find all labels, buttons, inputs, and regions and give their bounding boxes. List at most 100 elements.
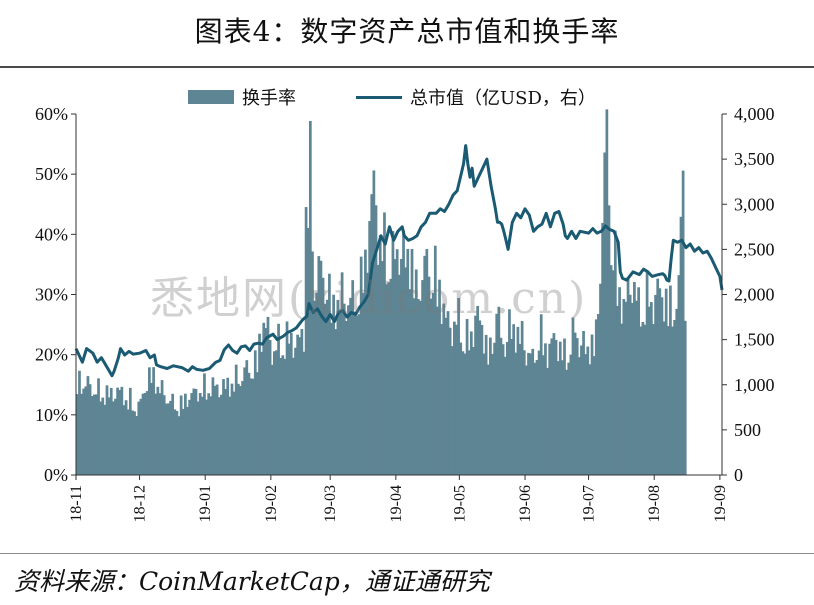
turnover-bar: [253, 350, 257, 475]
turnover-bar: [679, 216, 683, 475]
turnover-bar: [385, 284, 388, 475]
turnover-bar: [241, 381, 244, 475]
turnover-bar: [321, 277, 325, 475]
turnover-bar: [664, 288, 668, 475]
turnover-bar: [531, 348, 535, 475]
turnover-bar: [419, 300, 422, 475]
turnover-bar: [323, 303, 327, 475]
turnover-bar: [461, 351, 465, 475]
turnover-bar: [112, 401, 115, 475]
turnover-bar: [283, 358, 287, 475]
turnover-bar: [601, 222, 604, 475]
turnover-bar: [541, 355, 545, 475]
turnover-bar: [139, 398, 143, 475]
turnover-bar: [222, 379, 225, 475]
turnover-bar: [164, 403, 168, 475]
turnover-bar: [376, 264, 380, 475]
turnover-bar: [260, 351, 263, 475]
turnover-bar: [194, 389, 198, 475]
turnover-bar: [633, 281, 636, 475]
turnover-bar: [605, 109, 609, 475]
title-rule: [0, 66, 814, 68]
turnover-bar: [455, 324, 458, 475]
turnover-bar: [226, 377, 230, 475]
turnover-bar: [622, 299, 626, 475]
turnover-bar: [122, 405, 126, 475]
turnover-bar: [389, 278, 393, 475]
turnover-bar: [171, 393, 175, 475]
turnover-bar: [643, 324, 647, 475]
turnover-bar: [414, 269, 418, 475]
turnover-bar: [669, 285, 672, 475]
turnover-bar: [188, 399, 191, 475]
turnover-bar: [597, 313, 600, 475]
turnover-bar: [527, 352, 530, 475]
turnover-bar: [272, 351, 276, 475]
turnover-bar: [82, 388, 86, 475]
turnover-bar: [603, 152, 607, 475]
turnover-bar: [427, 276, 431, 475]
turnover-bar: [474, 315, 477, 475]
turnover-bar: [251, 378, 255, 475]
turnover-bar: [465, 319, 469, 475]
turnover-bar: [86, 376, 90, 475]
turnover-bar: [503, 356, 507, 475]
turnover-bar: [211, 377, 215, 475]
turnover-bar: [410, 248, 414, 475]
turnover-bar: [84, 386, 88, 475]
turnover-bar: [499, 337, 503, 475]
turnover-bar: [590, 334, 594, 475]
y-right-tick-label: 2,500: [734, 239, 775, 259]
turnover-bar: [546, 367, 549, 475]
turnover-bar: [675, 308, 679, 475]
turnover-bar: [203, 373, 206, 475]
turnover-bar: [359, 256, 363, 475]
turnover-bar: [372, 170, 376, 475]
turnover-bar: [537, 350, 541, 475]
turnover-bar: [300, 328, 304, 475]
turnover-bar: [393, 259, 397, 475]
turnover-bar: [535, 360, 539, 475]
turnover-bar: [249, 378, 253, 475]
turnover-bar: [467, 350, 471, 475]
turnover-bar: [247, 372, 251, 475]
turnover-bar: [152, 367, 155, 475]
turnover-bar: [277, 323, 280, 475]
turnover-bar: [397, 274, 401, 475]
turnover-bar: [493, 342, 496, 475]
turnover-bar: [645, 270, 649, 475]
turnover-bar: [639, 326, 643, 475]
turnover-bar: [160, 380, 164, 475]
turnover-bar: [266, 316, 270, 475]
turnover-bar: [361, 292, 365, 475]
turnover-bar: [315, 292, 319, 475]
turnover-bar: [355, 315, 359, 475]
turnover-bar: [594, 319, 598, 475]
turnover-bar: [624, 301, 628, 475]
turnover-bar: [469, 331, 473, 475]
turnover-bar: [224, 388, 227, 475]
turnover-bar: [137, 401, 141, 475]
axes: 0% 10% 20% 30% 40% 50% 60% 0 500 1,000 1,500 2,000 2…: [35, 104, 775, 522]
turnover-bar: [599, 283, 602, 475]
turnover-bar: [512, 324, 516, 475]
turnover-bar: [457, 298, 460, 475]
turnover-bar: [287, 343, 291, 475]
y-left-tick-label: 30%: [35, 285, 68, 305]
x-tick-label: 18-12: [132, 485, 149, 522]
turnover-bar: [289, 332, 293, 475]
turnover-bar: [482, 353, 486, 475]
turnover-bar: [508, 309, 511, 475]
turnover-bar: [421, 280, 424, 475]
turnover-bar: [325, 299, 329, 475]
turnover-bar: [351, 280, 355, 475]
turnover-bar: [92, 394, 96, 475]
y-right-tick-label: 3,500: [734, 149, 775, 169]
turnover-bar: [175, 410, 179, 475]
turnover-bar: [279, 357, 283, 475]
turnover-bar: [285, 321, 289, 475]
turnover-bar: [582, 330, 585, 475]
turnover-bar: [103, 404, 107, 475]
turnover-bar: [124, 400, 128, 475]
turnover-bar: [446, 311, 450, 475]
